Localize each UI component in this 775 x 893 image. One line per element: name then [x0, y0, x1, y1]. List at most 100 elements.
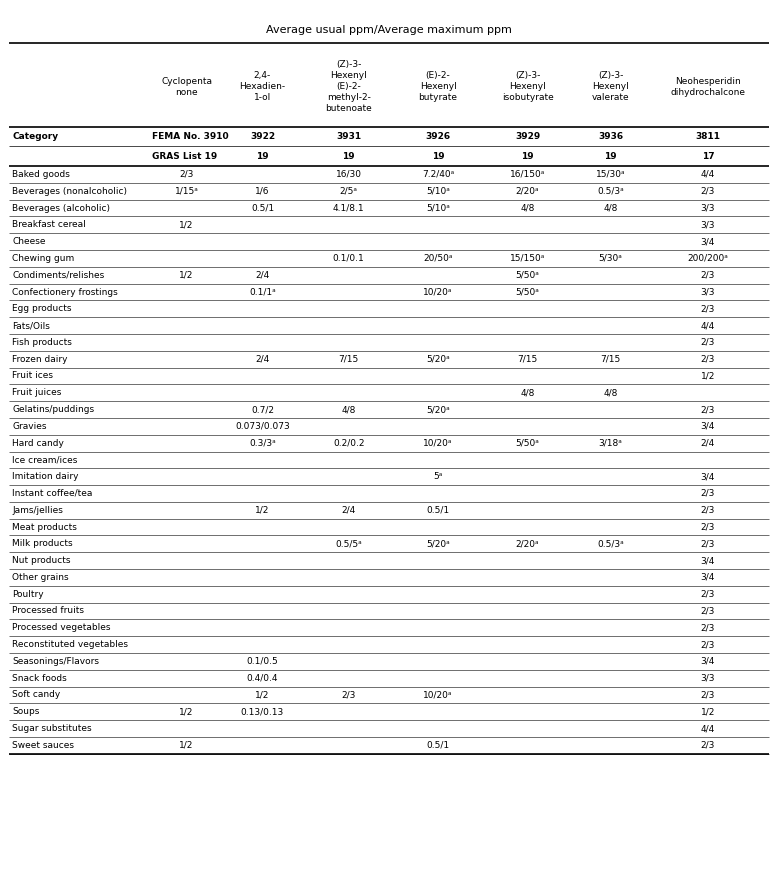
Text: 7.2/40ᵃ: 7.2/40ᵃ: [422, 170, 454, 179]
Text: 3/4: 3/4: [701, 556, 715, 565]
Text: 2/3: 2/3: [701, 187, 715, 196]
Text: 2/3: 2/3: [701, 405, 715, 414]
Text: 2/4: 2/4: [255, 355, 270, 363]
Text: Neohesperidin
dihydrochalcone: Neohesperidin dihydrochalcone: [670, 77, 746, 96]
Text: 4/8: 4/8: [520, 204, 535, 213]
Text: Milk products: Milk products: [12, 539, 73, 548]
Text: 0.1/0.1: 0.1/0.1: [332, 254, 364, 263]
Text: 2/4: 2/4: [342, 505, 356, 514]
Text: 2/3: 2/3: [701, 338, 715, 346]
Text: 1/15ᵃ: 1/15ᵃ: [174, 187, 198, 196]
Text: 2,4-
Hexadien-
1-ol: 2,4- Hexadien- 1-ol: [239, 71, 285, 102]
Text: 4/4: 4/4: [701, 170, 715, 179]
Text: Baked goods: Baked goods: [12, 170, 71, 179]
Text: Soft candy: Soft candy: [12, 690, 60, 699]
Text: Processed vegetables: Processed vegetables: [12, 623, 111, 632]
Text: Nut products: Nut products: [12, 556, 71, 565]
Text: Jams/jellies: Jams/jellies: [12, 505, 64, 514]
Text: 3811: 3811: [695, 132, 721, 141]
Text: 10/20ᵃ: 10/20ᵃ: [423, 438, 453, 447]
Text: 7/15: 7/15: [518, 355, 538, 363]
Text: Snack foods: Snack foods: [12, 673, 67, 682]
Text: Gelatins/puddings: Gelatins/puddings: [12, 405, 95, 414]
Text: 0.5/3ᵃ: 0.5/3ᵃ: [598, 539, 624, 548]
Text: Chewing gum: Chewing gum: [12, 254, 74, 263]
Text: Beverages (alcoholic): Beverages (alcoholic): [12, 204, 110, 213]
Text: 4.1/8.1: 4.1/8.1: [333, 204, 364, 213]
Text: 3922: 3922: [250, 132, 275, 141]
Text: 2/3: 2/3: [701, 606, 715, 615]
Text: 3/3: 3/3: [701, 221, 715, 230]
Text: 5/30ᵃ: 5/30ᵃ: [598, 254, 622, 263]
Text: 19: 19: [604, 152, 617, 161]
Text: Poultry: Poultry: [12, 589, 44, 598]
Text: 0.5/1: 0.5/1: [251, 204, 274, 213]
Text: 0.7/2: 0.7/2: [251, 405, 274, 414]
Text: 3926: 3926: [425, 132, 451, 141]
Text: Gravies: Gravies: [12, 421, 47, 430]
Text: 15/150ᵃ: 15/150ᵃ: [510, 254, 545, 263]
Text: 200/200ᵃ: 200/200ᵃ: [687, 254, 728, 263]
Text: 5/50ᵃ: 5/50ᵃ: [515, 288, 539, 296]
Text: Fish products: Fish products: [12, 338, 72, 346]
Text: 3/4: 3/4: [701, 657, 715, 666]
Text: 2/3: 2/3: [701, 305, 715, 313]
Text: 19: 19: [343, 152, 355, 161]
Text: 1/2: 1/2: [179, 741, 194, 750]
Text: 1/2: 1/2: [701, 371, 715, 380]
Text: 2/4: 2/4: [255, 271, 270, 280]
Text: 19: 19: [257, 152, 269, 161]
Text: 3/18ᵃ: 3/18ᵃ: [598, 438, 622, 447]
Text: 15/30ᵃ: 15/30ᵃ: [596, 170, 625, 179]
Text: 3/4: 3/4: [701, 573, 715, 582]
Text: Soups: Soups: [12, 707, 40, 716]
Text: 4/8: 4/8: [520, 388, 535, 397]
Text: 7/15: 7/15: [601, 355, 621, 363]
Text: Ice cream/ices: Ice cream/ices: [12, 455, 78, 464]
Text: GRAS List 19: GRAS List 19: [152, 152, 217, 161]
Text: 0.5/3ᵃ: 0.5/3ᵃ: [598, 187, 624, 196]
Text: 10/20ᵃ: 10/20ᵃ: [423, 690, 453, 699]
Text: 0.1/1ᵃ: 0.1/1ᵃ: [249, 288, 276, 296]
Text: 0.13/0.13: 0.13/0.13: [241, 707, 284, 716]
Text: 0.073/0.073: 0.073/0.073: [235, 421, 290, 430]
Text: 7/15: 7/15: [339, 355, 359, 363]
Text: 2/20ᵃ: 2/20ᵃ: [515, 539, 539, 548]
Text: (Z)-3-
Hexenyl
valerate: (Z)-3- Hexenyl valerate: [592, 71, 629, 102]
Text: 2/3: 2/3: [701, 522, 715, 531]
Text: 2/3: 2/3: [701, 589, 715, 598]
Text: 2/3: 2/3: [701, 505, 715, 514]
Text: (Z)-3-
Hexenyl
(E)-2-
methyl-2-
butenoate: (Z)-3- Hexenyl (E)-2- methyl-2- butenoat…: [326, 60, 372, 113]
Text: Sweet sauces: Sweet sauces: [12, 741, 74, 750]
Text: 1/2: 1/2: [179, 221, 194, 230]
Text: 19: 19: [522, 152, 534, 161]
Text: Meat products: Meat products: [12, 522, 78, 531]
Text: 5/10ᵃ: 5/10ᵃ: [426, 204, 450, 213]
Text: 0.5/5ᵃ: 0.5/5ᵃ: [336, 539, 362, 548]
Text: 5/20ᵃ: 5/20ᵃ: [426, 405, 450, 414]
Text: 0.2/0.2: 0.2/0.2: [333, 438, 364, 447]
Text: 5/10ᵃ: 5/10ᵃ: [426, 187, 450, 196]
Text: 2/3: 2/3: [701, 271, 715, 280]
Text: 16/150ᵃ: 16/150ᵃ: [510, 170, 545, 179]
Text: 0.1/0.5: 0.1/0.5: [246, 657, 278, 666]
Text: 4/4: 4/4: [701, 321, 715, 330]
Text: FEMA No. 3910: FEMA No. 3910: [152, 132, 229, 141]
Text: Condiments/relishes: Condiments/relishes: [12, 271, 105, 280]
Text: 2/3: 2/3: [179, 170, 194, 179]
Text: Beverages (nonalcoholic): Beverages (nonalcoholic): [12, 187, 127, 196]
Text: 4/8: 4/8: [342, 405, 356, 414]
Text: 1/2: 1/2: [179, 271, 194, 280]
Text: Processed fruits: Processed fruits: [12, 606, 84, 615]
Text: 0.4/0.4: 0.4/0.4: [246, 673, 278, 682]
Text: 2/3: 2/3: [701, 355, 715, 363]
Text: 2/3: 2/3: [701, 640, 715, 649]
Text: 5/50ᵃ: 5/50ᵃ: [515, 271, 539, 280]
Text: (Z)-3-
Hexenyl
isobutyrate: (Z)-3- Hexenyl isobutyrate: [501, 71, 553, 102]
Text: 1/2: 1/2: [255, 505, 270, 514]
Text: 5ᵃ: 5ᵃ: [433, 472, 443, 481]
Text: 1/2: 1/2: [179, 707, 194, 716]
Text: 3/3: 3/3: [701, 288, 715, 296]
Text: 2/3: 2/3: [342, 690, 356, 699]
Text: 1/2: 1/2: [255, 690, 270, 699]
